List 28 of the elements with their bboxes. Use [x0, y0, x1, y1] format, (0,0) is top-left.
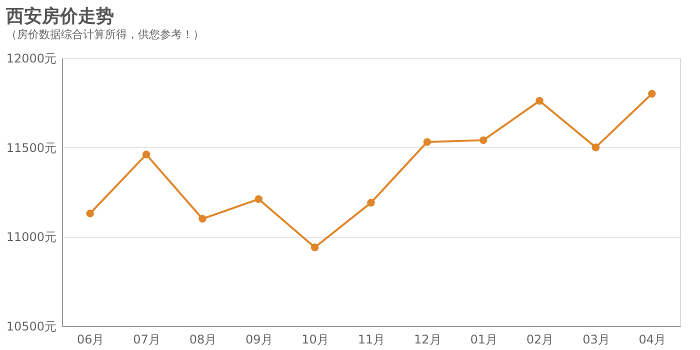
point — [254, 195, 263, 204]
point — [479, 136, 488, 144]
point — [367, 198, 375, 207]
x-tick-label: 04月 — [638, 332, 666, 346]
x-tick-label: 07月 — [133, 332, 160, 346]
x-tick-label: 08月 — [189, 332, 217, 346]
x-tick-label: 10月 — [302, 332, 329, 346]
y-tick-label: 10500元 — [6, 320, 56, 334]
point — [86, 210, 94, 218]
x-tick-label: 06月 — [76, 332, 104, 346]
y-tick-label: 11000元 — [6, 230, 56, 244]
chart-title: 西安房价走势 — [4, 6, 114, 27]
x-tick-label: 02月 — [526, 332, 554, 346]
chart-subtitle: （房价数据综合计算所得，供您参考！） — [6, 28, 204, 41]
y-tick-label: 12000元 — [6, 52, 56, 66]
point — [310, 244, 319, 252]
y-tick-label: 11500元 — [6, 140, 56, 155]
x-tick-label: 01月 — [470, 332, 498, 346]
x-tick-label: 12月 — [414, 332, 442, 346]
point — [142, 150, 150, 158]
point — [198, 214, 206, 223]
x-tick-label: 09月 — [245, 332, 273, 346]
point — [423, 138, 432, 146]
point — [536, 97, 544, 105]
x-tick-label: 11月 — [358, 332, 386, 346]
point — [592, 143, 600, 152]
point — [648, 90, 656, 98]
x-tick-label: 03月 — [582, 332, 610, 346]
